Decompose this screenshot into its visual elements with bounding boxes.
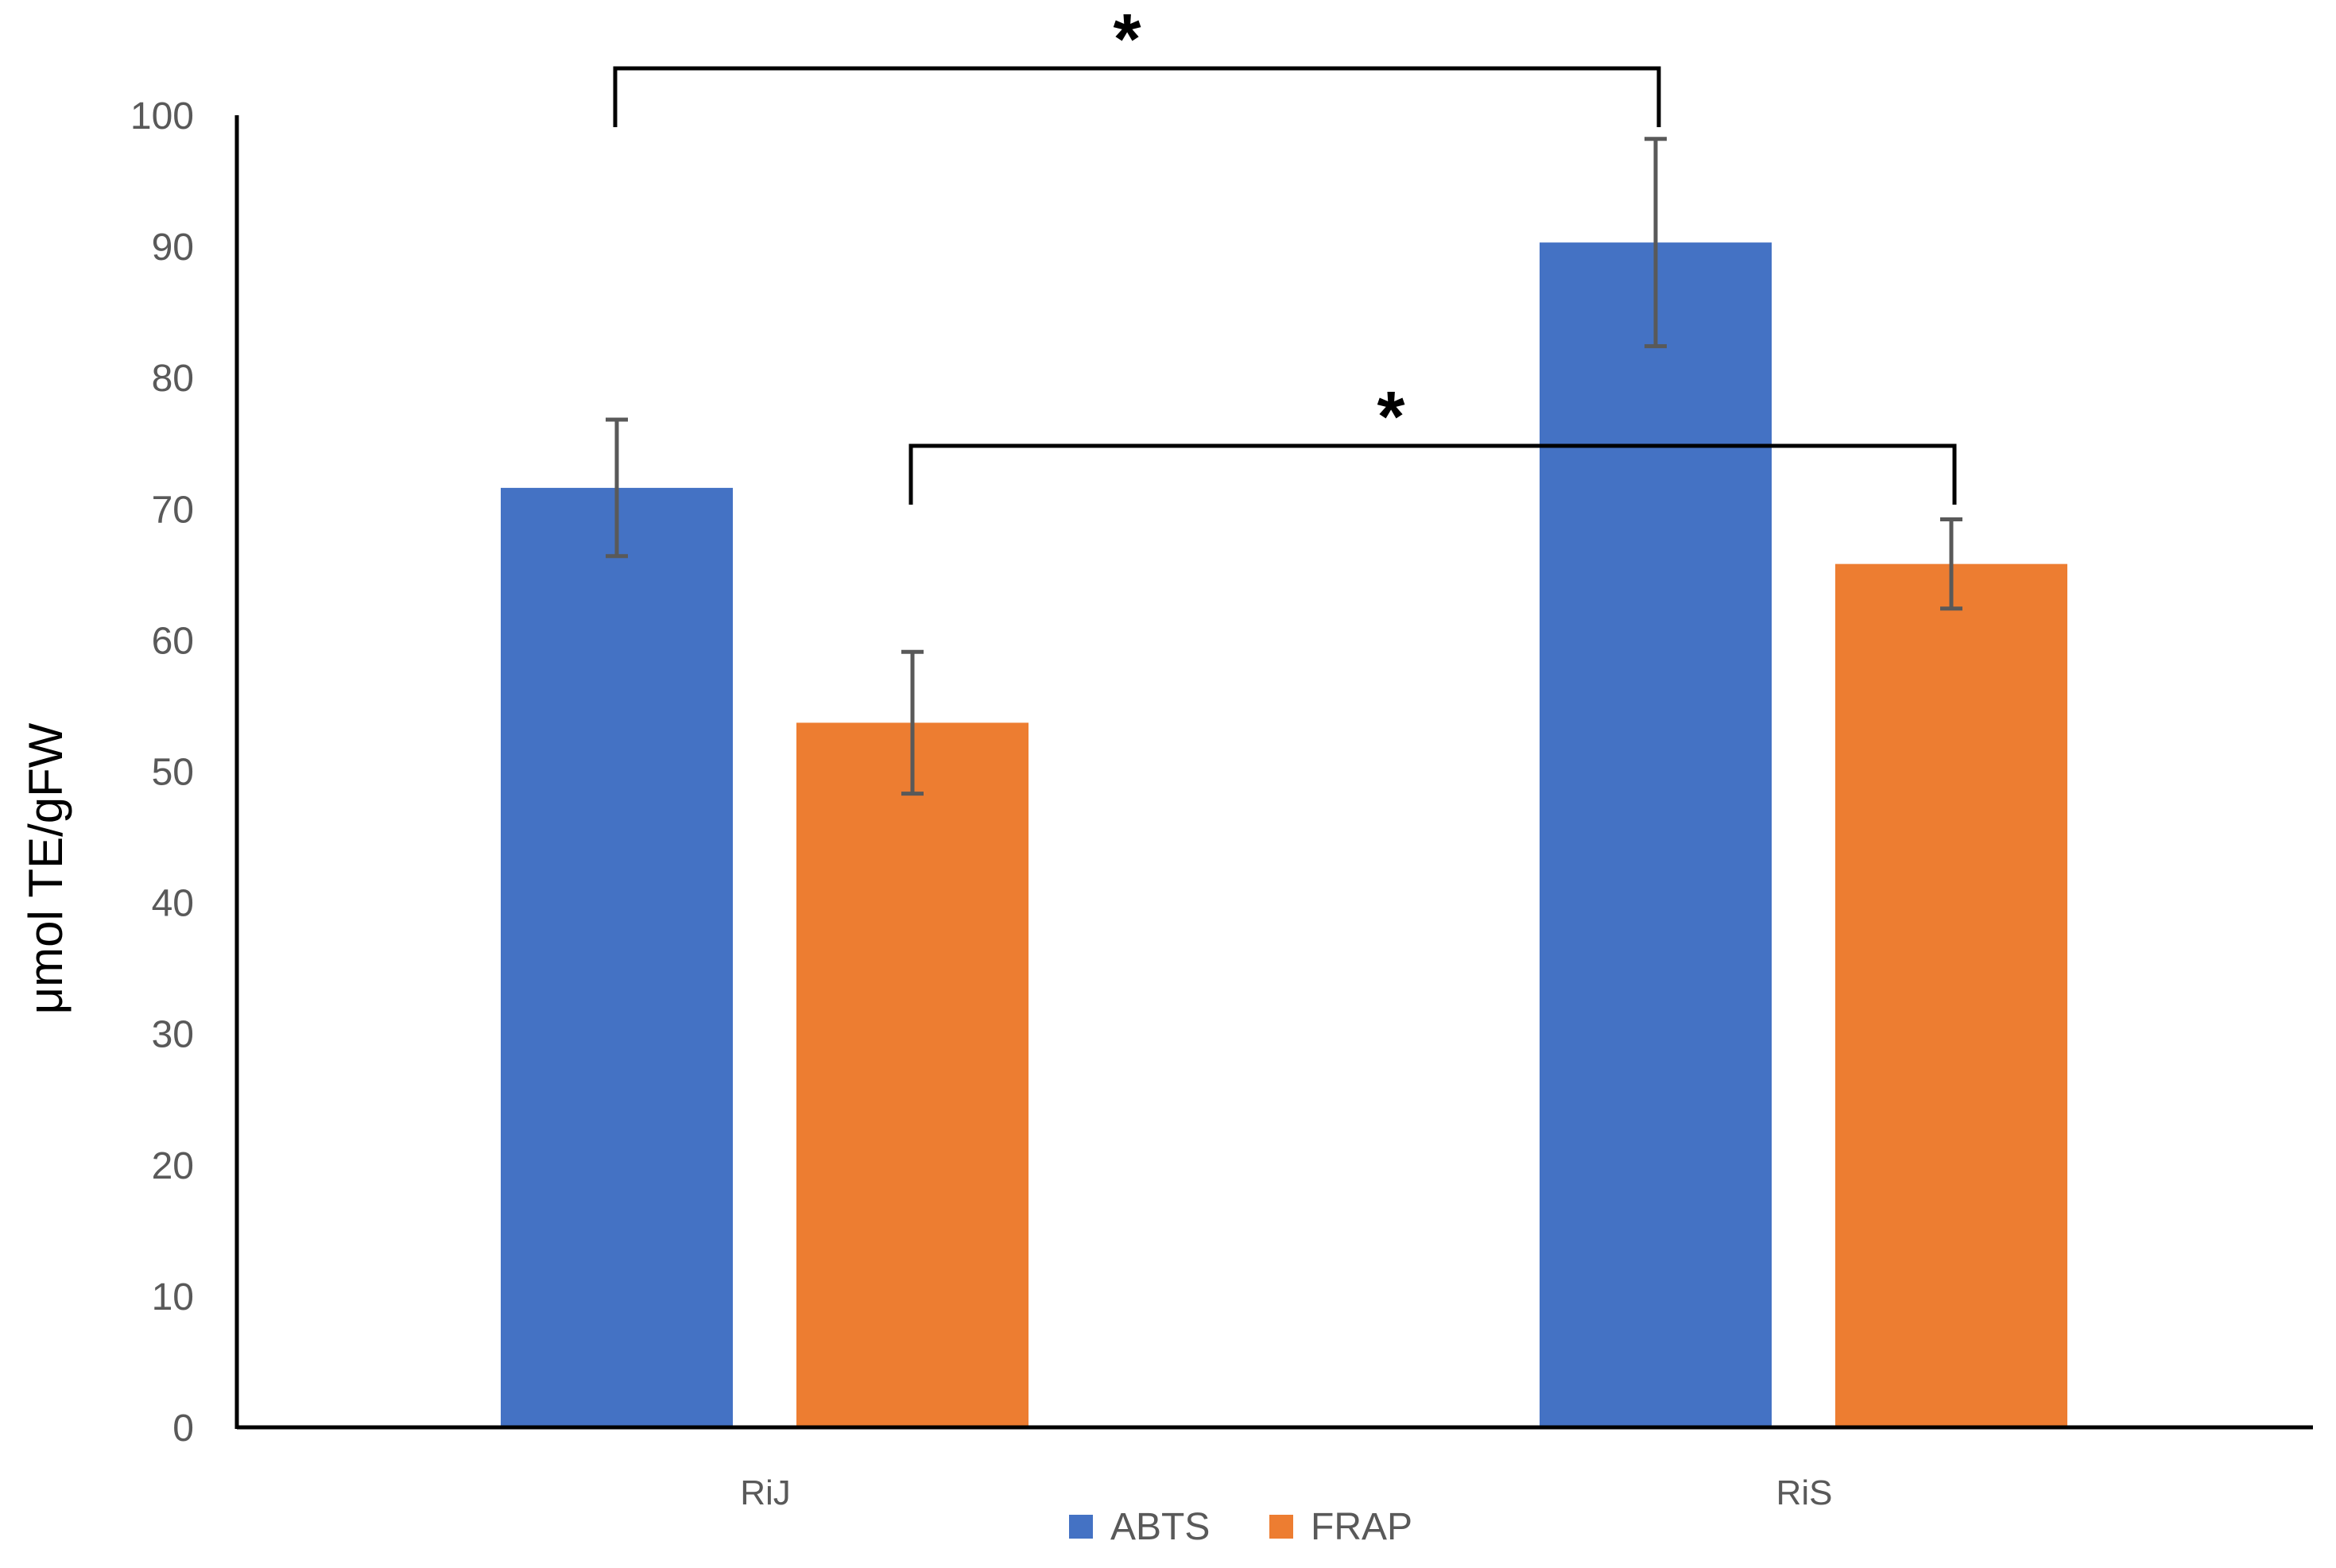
y-tick-label: 10 (152, 1276, 194, 1318)
error-bar (606, 417, 628, 559)
bracket-line (908, 443, 1957, 505)
category-labels: RiJ RiS (740, 1473, 1832, 1512)
legend: ABTS FRAP (1069, 1506, 1412, 1548)
axes (234, 115, 2313, 1430)
legend-item: FRAP (1269, 1506, 1412, 1548)
error-bar (901, 649, 924, 796)
bracket-line (613, 66, 1661, 127)
y-tick-label: 60 (152, 620, 194, 662)
y-tick-label: 40 (152, 883, 194, 925)
category-label: RiS (1776, 1473, 1833, 1512)
error-bar (1940, 517, 1962, 611)
significance-bracket: * (908, 377, 1957, 505)
bar-abts-ris (1540, 242, 1772, 1428)
y-tick-label: 30 (152, 1014, 194, 1056)
error-bars (606, 137, 1962, 796)
bar-frap-rij (796, 722, 1029, 1427)
y-tick-label: 0 (172, 1407, 194, 1450)
y-tick-label: 100 (130, 95, 194, 137)
y-tick-label: 70 (152, 489, 194, 531)
y-axis-title: μmol TE/gFW (19, 722, 72, 1014)
significance-star: * (1377, 377, 1404, 457)
legend-swatch (1269, 1515, 1293, 1539)
category-label: RiJ (740, 1473, 791, 1512)
significance-bracket: * (613, 0, 1661, 127)
bar-abts-rij (501, 487, 733, 1427)
y-tick-label: 80 (152, 358, 194, 400)
y-tick-label: 20 (152, 1145, 194, 1187)
y-axis-ticks: 0 10 20 30 40 50 60 70 80 90 100 (130, 95, 194, 1450)
legend-label: ABTS (1110, 1506, 1210, 1548)
legend-swatch (1069, 1515, 1093, 1539)
bar-frap-ris (1835, 563, 2067, 1427)
bars (501, 242, 2067, 1428)
legend-label: FRAP (1311, 1506, 1412, 1548)
y-tick-label: 90 (152, 226, 194, 269)
y-tick-label: 50 (152, 752, 194, 794)
legend-item: ABTS (1069, 1506, 1210, 1548)
significance-brackets: ** (613, 0, 1957, 505)
error-bar (1644, 137, 1667, 349)
significance-star: * (1113, 0, 1141, 79)
